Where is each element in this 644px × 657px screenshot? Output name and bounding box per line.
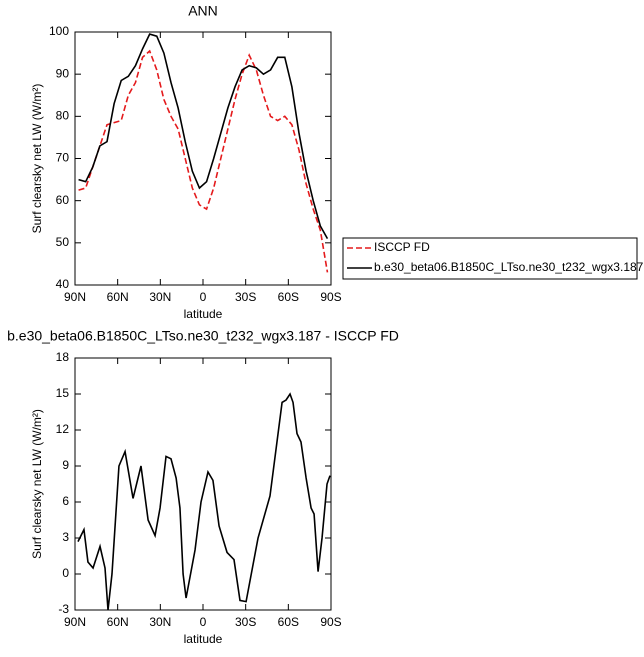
y-tick-label: 40 [56,277,70,291]
chart-title: ANN [188,3,218,19]
data-line [78,33,329,240]
x-tick-label: 30S [235,615,256,629]
legend-label: ISCCP FD [374,240,430,254]
x-tick-label: 60S [278,615,299,629]
x-axis-label: latitude [184,632,223,646]
y-tick-label: 18 [56,350,70,364]
x-tick-label: 0 [200,290,207,304]
chart-title: b.e30_beta06.B1850C_LTso.ne30_t232_wgx3.… [7,328,399,344]
x-axis-label: latitude [184,307,223,321]
y-tick-label: 6 [62,494,69,508]
y-tick-label: 100 [49,24,69,38]
data-line [78,49,329,273]
y-tick-label: -3 [58,602,69,616]
data-line [77,392,331,611]
plot-frame [74,31,332,286]
x-tick-label: 60N [107,290,129,304]
x-tick-label: 90N [64,290,86,304]
plot-frame [74,357,332,611]
y-tick-label: 3 [62,530,69,544]
y-tick-label: 12 [56,422,70,436]
x-tick-label: 90N [64,615,86,629]
x-tick-label: 0 [200,615,207,629]
x-tick-label: 30S [235,290,256,304]
x-tick-label: 90S [320,615,341,629]
x-tick-label: 90S [320,290,341,304]
legend-label: b.e30_beta06.B1850C_LTso.ne30_t232_wgx3.… [374,260,644,274]
y-tick-label: 15 [56,386,70,400]
y-tick-label: 90 [56,66,70,80]
legend-box [342,237,638,280]
y-axis-label: Surf clearsky net LW (W/m²) [30,409,44,559]
y-tick-label: 0 [62,566,69,580]
x-tick-label: 30N [149,615,171,629]
y-tick-label: 60 [56,193,70,207]
x-tick-label: 60S [278,290,299,304]
x-tick-label: 30N [149,290,171,304]
y-tick-label: 50 [56,235,70,249]
x-tick-label: 60N [107,615,129,629]
y-tick-label: 80 [56,109,70,123]
y-axis-label: Surf clearsky net LW (W/m²) [30,84,44,234]
y-tick-label: 9 [62,458,69,472]
y-tick-label: 70 [56,151,70,165]
